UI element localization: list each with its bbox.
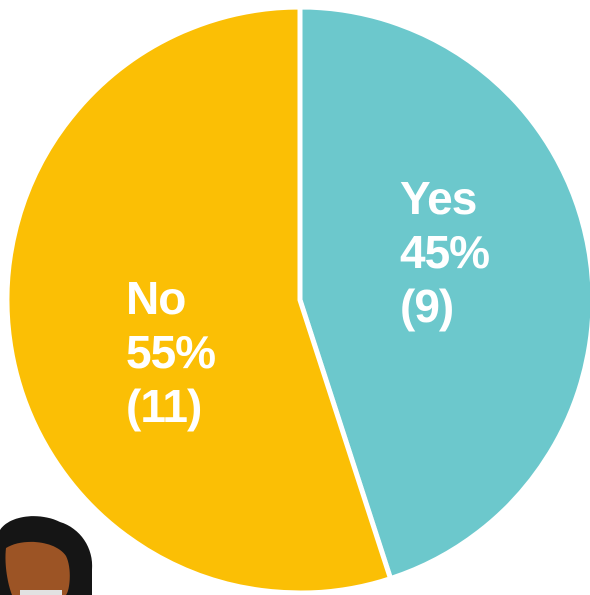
pie-slice-yes [297,4,590,582]
pie-slice-no [4,4,394,595]
pie-labels: Yes 45% (9) No 55% (11) [126,172,490,432]
slice-label-yes: Yes 45% (9) [400,172,489,332]
pie-slices [4,4,590,595]
slice-label-no: No 55% (11) [126,272,215,432]
person-avatar-illustration [0,516,93,595]
